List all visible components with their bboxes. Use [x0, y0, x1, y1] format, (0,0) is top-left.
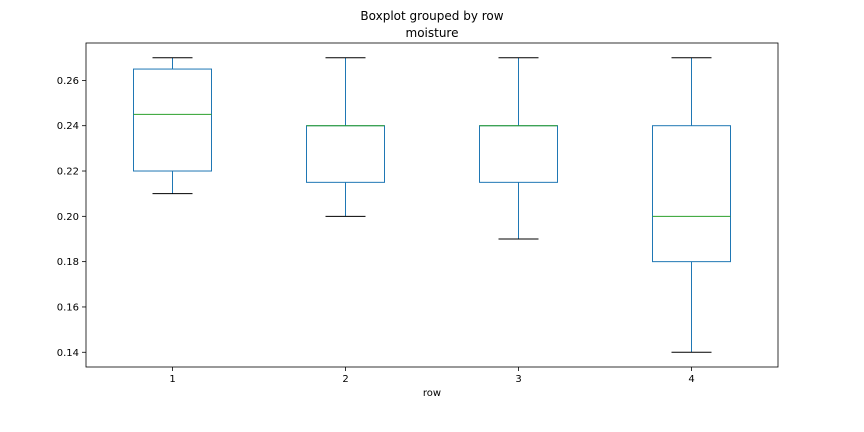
y-tick-label: 0.18 — [57, 257, 79, 268]
x-axis-label: row — [423, 388, 441, 399]
y-tick-label: 0.26 — [57, 76, 79, 87]
box-iqr — [479, 125, 558, 183]
box-1 — [133, 57, 212, 195]
y-axis: 0.14 0.16 0.18 0.20 0.22 0.24 0.26 — [57, 76, 86, 359]
boxes-group — [133, 57, 731, 353]
box-3 — [479, 57, 558, 240]
y-tick-label: 0.24 — [57, 121, 79, 132]
box-iqr — [652, 125, 731, 263]
y-tick-label: 0.16 — [57, 302, 79, 313]
x-tick-label: 3 — [515, 374, 521, 385]
x-tick-label: 2 — [342, 374, 348, 385]
box-iqr — [306, 125, 385, 183]
y-tick-label: 0.14 — [57, 348, 79, 359]
box-4 — [652, 57, 731, 353]
plot-area-frame — [85, 42, 779, 368]
box-2 — [306, 57, 385, 217]
y-tick-label: 0.22 — [57, 167, 79, 178]
y-tick-label: 0.20 — [57, 212, 79, 223]
x-tick-label: 4 — [688, 374, 694, 385]
x-axis: 1 2 3 4 — [169, 367, 695, 385]
chart-title: moisture — [406, 26, 459, 40]
x-tick-label: 1 — [169, 374, 175, 385]
figure-suptitle: Boxplot grouped by row — [360, 9, 503, 23]
box-iqr — [133, 68, 212, 172]
